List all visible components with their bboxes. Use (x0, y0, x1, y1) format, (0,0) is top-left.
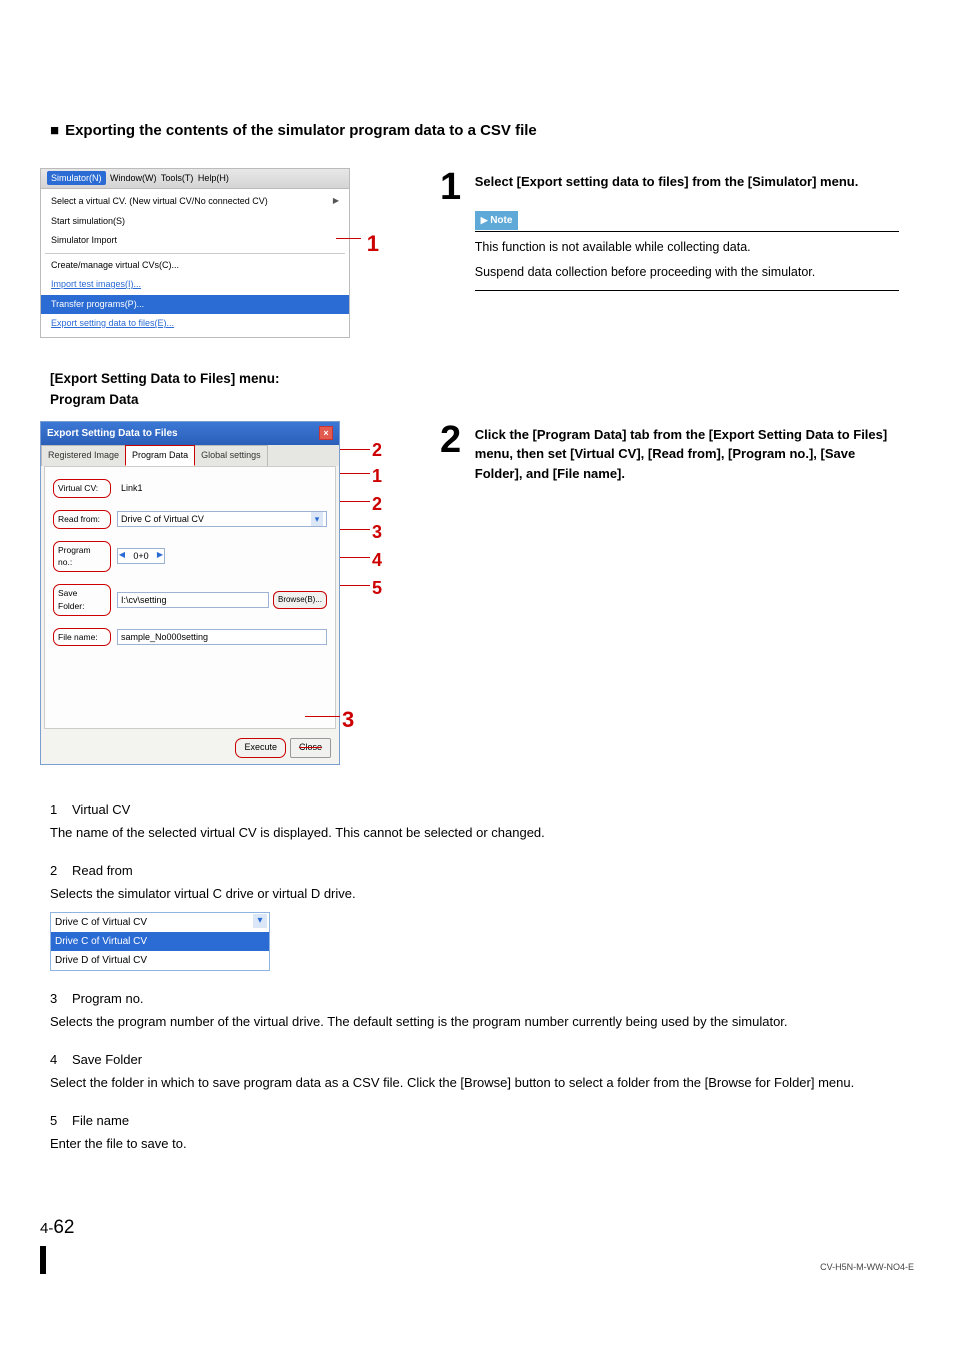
menu-bar: Simulator(N) Window(W) Tools(T) Help(H) (41, 169, 349, 190)
label-file-name: File name: (53, 628, 111, 647)
dialog-titlebar: Export Setting Data to Files × (41, 422, 339, 445)
def1-body: The name of the selected virtual CV is d… (50, 823, 914, 843)
document-id: CV-H5N-M-WW-NO4-E (820, 1261, 914, 1275)
step-2-number: 2 (440, 421, 461, 459)
callout-r4: 4 (372, 547, 382, 574)
menu-export-setting-data[interactable]: Export setting data to files(E)... (41, 314, 349, 334)
note-line-2: Suspend data collection before proceedin… (475, 263, 899, 282)
note-box: Note This function is not available whil… (475, 209, 899, 291)
def1-title: Virtual CV (72, 802, 130, 817)
callout-r2: 2 (372, 491, 382, 518)
subhead-line2: Program Data (50, 392, 139, 407)
value-virtual-cv: Link1 (121, 482, 143, 496)
label-virtual-cv: Virtual CV: (53, 479, 111, 498)
browse-button[interactable]: Browse(B)... (273, 591, 327, 609)
simulator-dropdown: Select a virtual CV. (New virtual CV/No … (41, 189, 349, 337)
menu-import-test-images[interactable]: Import test images(I)... (41, 275, 349, 295)
mini-drop-option-d[interactable]: Drive D of Virtual CV (51, 951, 269, 970)
menu-start-simulation[interactable]: Start simulation(S) (41, 212, 349, 232)
def4-title: Save Folder (72, 1052, 142, 1067)
execute-button[interactable]: Execute (235, 738, 286, 758)
menu-simulator-import[interactable]: Simulator Import (41, 231, 349, 251)
footer-bar-icon (40, 1246, 46, 1274)
tab-global-settings[interactable]: Global settings (194, 445, 268, 467)
simulator-menu-screenshot: Simulator(N) Window(W) Tools(T) Help(H) … (40, 168, 350, 338)
close-icon[interactable]: × (319, 426, 333, 440)
subhead-line1: [Export Setting Data to Files] menu: (50, 371, 280, 386)
square-bullet-icon: ■ (50, 122, 59, 139)
label-save-folder: Save Folder: (53, 584, 111, 616)
def5-body: Enter the file to save to. (50, 1134, 914, 1154)
tab-registered-image[interactable]: Registered Image (41, 445, 126, 467)
def5-num: 5 (50, 1111, 72, 1131)
spinner-program-no[interactable]: 0+0 (117, 548, 165, 564)
close-button[interactable]: Close (290, 738, 331, 758)
def2-num: 2 (50, 861, 72, 881)
export-menu-subheading: [Export Setting Data to Files] menu: Pro… (50, 368, 914, 411)
dropdown-read-from[interactable]: Drive C of Virtual CV (117, 511, 327, 527)
step-1-text: Select [Export setting data to files] fr… (475, 172, 899, 192)
callout-exec: 3 (342, 703, 354, 736)
def3-title: Program no. (72, 991, 144, 1006)
dialog-screenshot: Export Setting Data to Files × Registere… (40, 421, 380, 765)
page-number: 4-62 (40, 1220, 74, 1237)
field-save-folder[interactable]: I:\cv\setting (117, 592, 269, 608)
def5-title: File name (72, 1113, 129, 1128)
section-heading-text: Exporting the contents of the simulator … (65, 122, 537, 139)
tab-program-data[interactable]: Program Data (125, 445, 195, 467)
callout-1: 1 (367, 227, 379, 260)
menu-simulator[interactable]: Simulator(N) (47, 171, 106, 185)
label-program-no: Program no.: (53, 541, 111, 573)
callout-r3: 3 (372, 519, 382, 546)
def2-body: Selects the simulator virtual C drive or… (50, 884, 914, 904)
menu-window[interactable]: Window(W) (110, 173, 157, 183)
callout-r5: 5 (372, 575, 382, 602)
def4-body: Select the folder in which to save progr… (50, 1073, 914, 1093)
page-footer: 4-62 CV-H5N-M-WW-NO4-E (40, 1214, 914, 1275)
step-1-row: Simulator(N) Window(W) Tools(T) Help(H) … (40, 168, 914, 338)
menu-create-manage-cv[interactable]: Create/manage virtual CVs(C)... (41, 256, 349, 276)
note-line-1: This function is not available while col… (475, 238, 899, 257)
definitions: 1Virtual CV The name of the selected vir… (50, 800, 914, 1154)
field-file-name[interactable]: sample_No000setting (117, 629, 327, 645)
menu-transfer-programs[interactable]: Transfer programs(P)... (41, 295, 349, 315)
callout-r1: 1 (372, 463, 382, 490)
read-from-dropdown-example: Drive C of Virtual CV Drive C of Virtual… (50, 912, 270, 971)
dialog-title-text: Export Setting Data to Files (47, 426, 178, 441)
menu-help[interactable]: Help(H) (198, 173, 229, 183)
step-1-number: 1 (440, 168, 461, 206)
menu-separator (45, 253, 345, 254)
label-read-from: Read from: (53, 510, 111, 529)
mini-drop-option-c[interactable]: Drive C of Virtual CV (51, 932, 269, 951)
callout-tab: 2 (372, 437, 382, 464)
menu-select-virtual-cv[interactable]: Select a virtual CV. (New virtual CV/No … (41, 192, 349, 212)
def2-title: Read from (72, 863, 133, 878)
section-heading: ■ Exporting the contents of the simulator… (50, 120, 914, 143)
menu-tools[interactable]: Tools(T) (161, 173, 194, 183)
note-tag: Note (475, 211, 519, 230)
step-2-text: Click the [Program Data] tab from the [E… (475, 425, 899, 484)
step-2-row: Export Setting Data to Files × Registere… (40, 421, 914, 765)
mini-drop-selected[interactable]: Drive C of Virtual CV (51, 913, 269, 932)
dialog-tabs: Registered Image Program Data Global set… (41, 445, 339, 467)
def3-num: 3 (50, 989, 72, 1009)
def4-num: 4 (50, 1050, 72, 1070)
def1-num: 1 (50, 800, 72, 820)
def3-body: Selects the program number of the virtua… (50, 1012, 914, 1032)
